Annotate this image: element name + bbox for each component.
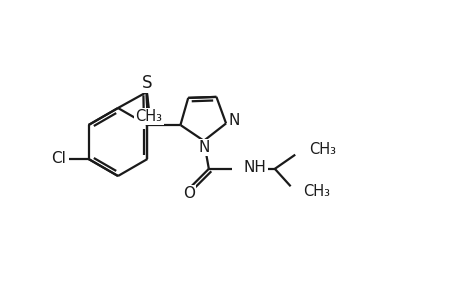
Text: Cl: Cl: [51, 151, 66, 166]
Text: N: N: [228, 113, 239, 128]
Text: CH₃: CH₃: [302, 184, 329, 199]
Text: CH₃: CH₃: [135, 109, 162, 124]
Text: CH₃: CH₃: [308, 142, 336, 157]
Text: S: S: [141, 74, 152, 92]
Text: O: O: [182, 187, 194, 202]
Text: NH: NH: [243, 160, 266, 175]
Text: N: N: [198, 140, 209, 155]
